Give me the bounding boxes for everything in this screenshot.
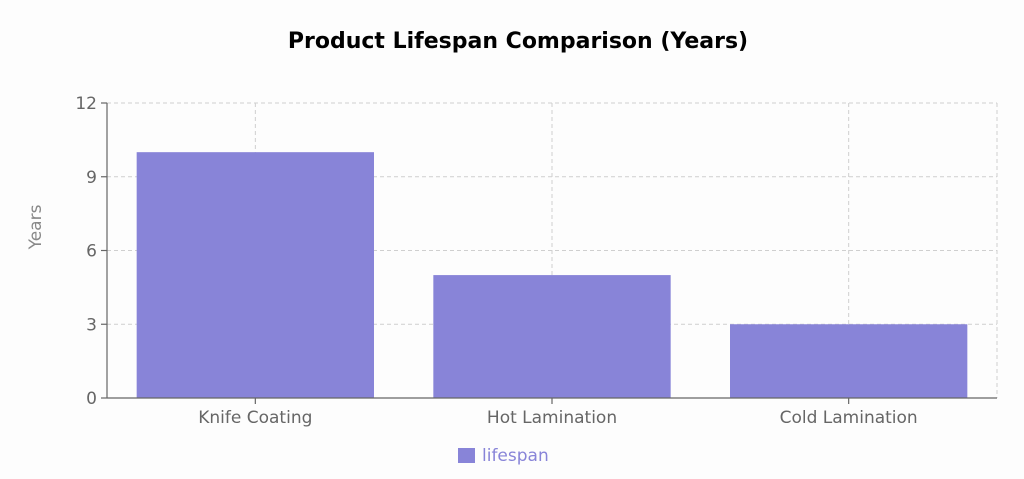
y-tick-label-3: 9 xyxy=(86,168,97,188)
bar-cold-lamination[interactable] xyxy=(730,324,968,398)
legend-label-lifespan[interactable]: lifespan xyxy=(482,446,549,466)
bars xyxy=(136,152,968,398)
chart-title: Product Lifespan Comparison (Years) xyxy=(288,29,748,54)
y-tick-label-1: 3 xyxy=(86,315,97,335)
y-axis-title: Years xyxy=(26,204,46,250)
y-axis-ticks: 0 3 6 9 12 xyxy=(75,94,107,409)
x-tick-label-0: Knife Coating xyxy=(198,408,312,428)
x-tick-label-2: Cold Lamination xyxy=(780,408,918,428)
x-axis-ticks: Knife Coating Hot Lamination Cold Laminati… xyxy=(198,398,918,428)
y-tick-label-4: 12 xyxy=(75,94,97,114)
bar-knife-coating[interactable] xyxy=(136,152,374,398)
legend-swatch xyxy=(458,448,475,463)
y-tick-label-0: 0 xyxy=(86,389,97,409)
y-tick-label-2: 6 xyxy=(86,242,97,262)
legend[interactable]: lifespan xyxy=(458,446,549,466)
x-tick-label-1: Hot Lamination xyxy=(487,408,617,428)
bar-hot-lamination[interactable] xyxy=(433,275,671,398)
